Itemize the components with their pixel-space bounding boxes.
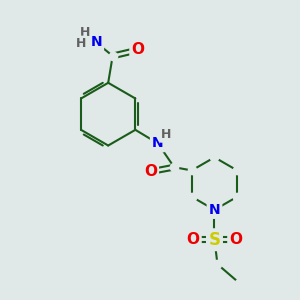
- Text: N: N: [209, 203, 220, 217]
- Text: O: O: [187, 232, 200, 247]
- Text: O: O: [132, 43, 145, 58]
- Text: N: N: [90, 35, 102, 50]
- Text: H: H: [76, 38, 86, 50]
- Text: O: O: [144, 164, 157, 179]
- Text: N: N: [152, 136, 164, 150]
- Text: O: O: [230, 232, 242, 247]
- Text: H: H: [161, 128, 171, 141]
- Text: S: S: [208, 231, 220, 249]
- Text: H: H: [80, 26, 90, 38]
